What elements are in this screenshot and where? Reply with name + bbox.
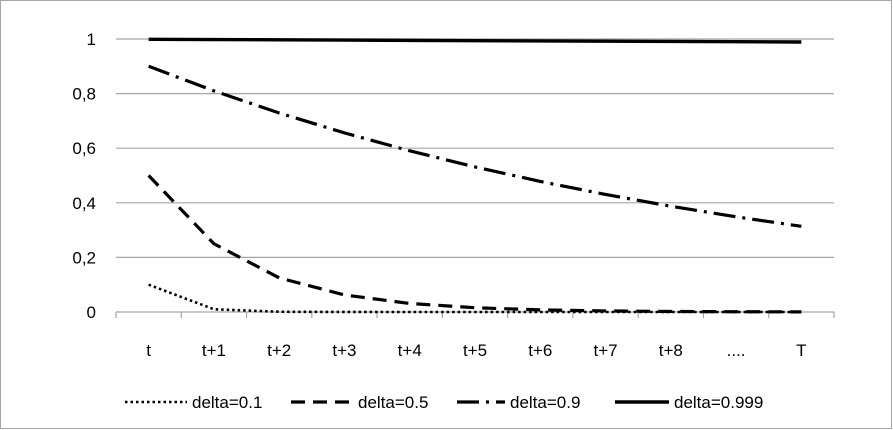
legend-label-delta-0-999: delta=0.999	[674, 393, 763, 412]
series-line-delta-0-999	[148, 37, 802, 44]
legend: delta=0.1 delta=0.5 delta=0.9 delta=0.999	[125, 393, 763, 412]
legend-label-delta-0-1: delta=0.1	[192, 393, 262, 412]
series-line-delta-0-5	[147, 174, 802, 314]
x-tick-label: t+8	[659, 341, 683, 360]
series-line-delta-0-1	[148, 283, 802, 314]
x-tick-label: t+4	[398, 341, 422, 360]
x-tick-label: ....	[727, 341, 746, 360]
x-tick-label: t+1	[202, 341, 226, 360]
x-tick-label: t+3	[332, 341, 356, 360]
legend-label-delta-0-9: delta=0.9	[510, 393, 580, 412]
y-tick-label: 0,2	[72, 248, 96, 267]
y-tick-label: 0	[87, 303, 96, 322]
y-tick-label: 0,4	[72, 194, 96, 213]
series-lines	[147, 37, 802, 314]
legend-label-delta-0-5: delta=0.5	[358, 393, 428, 412]
x-tick-label: t+6	[528, 341, 552, 360]
x-tick-label: T	[796, 341, 806, 360]
x-tick-label: t+7	[593, 341, 617, 360]
series-line-delta-0-9	[148, 64, 802, 228]
y-tick-label: 1	[87, 30, 96, 49]
x-tick-label: t+2	[267, 341, 291, 360]
x-tick-label: t+5	[463, 341, 487, 360]
x-tick-label: t	[146, 341, 151, 360]
y-tick-label: 0,6	[72, 139, 96, 158]
gridlines	[116, 38, 834, 258]
y-tick-label: 0,8	[72, 85, 96, 104]
y-tick-labels: 0 0,2 0,4 0,6 0,8 1	[72, 30, 96, 322]
x-tick-labels: t t+1 t+2 t+3 t+4 t+5 t+6 t+7 t+8.... T	[146, 341, 806, 360]
